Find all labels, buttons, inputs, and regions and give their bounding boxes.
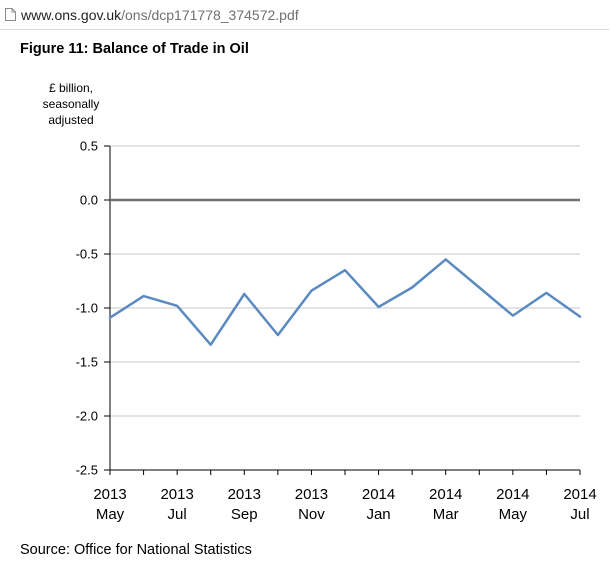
source-note: Source: Office for National Statistics xyxy=(20,542,252,558)
x-tick-label-month: Sep xyxy=(231,506,258,523)
x-tick-label-year: 2013 xyxy=(93,486,126,503)
x-tick-label-year: 2013 xyxy=(295,486,328,503)
x-tick-labels: 2013 May 2013 Jul 2013 Sep 2013 Nov 2014 Jan 2014 M… xyxy=(93,486,596,523)
y-tick-label: -1.0 xyxy=(76,301,98,316)
page-icon xyxy=(5,8,16,21)
y-tick-label: -0.5 xyxy=(76,247,98,262)
x-tick-label-year: 2014 xyxy=(496,486,529,503)
y-tick-label: 0.0 xyxy=(80,193,98,208)
url-text[interactable]: www.ons.gov.uk/ons/dcp171778_374572.pdf xyxy=(21,7,299,23)
x-tick-label-month: Jul xyxy=(570,506,589,523)
axes xyxy=(104,145,581,475)
x-tick-label-month: May xyxy=(499,506,528,523)
series xyxy=(108,258,582,346)
y-tick-label: -1.5 xyxy=(76,355,98,370)
address-bar[interactable]: www.ons.gov.uk/ons/dcp171778_374572.pdf xyxy=(0,0,609,30)
x-tick-label-month: Mar xyxy=(433,506,459,523)
figure-title: Figure 11: Balance of Trade in Oil xyxy=(20,41,249,57)
url-path: /ons/dcp171778_374572.pdf xyxy=(121,6,299,23)
y-tick-label: -2.0 xyxy=(76,409,98,424)
y-axis-label-line: adjusted xyxy=(48,113,93,127)
series-line xyxy=(108,258,582,346)
x-tick-label-year: 2014 xyxy=(563,486,596,503)
x-tick-label-year: 2013 xyxy=(160,486,193,503)
url-host: www.ons.gov.uk xyxy=(21,6,122,23)
gridlines xyxy=(110,145,580,417)
x-tick-label-month: Jul xyxy=(168,506,187,523)
y-tick-label: -2.5 xyxy=(76,463,98,478)
x-tick-label-year: 2014 xyxy=(429,486,462,503)
x-tick-label-month: Jan xyxy=(366,506,390,523)
y-axis-label-line: seasonally xyxy=(43,97,100,111)
y-tick-label: 0.5 xyxy=(80,139,98,154)
y-axis-label-line: £ billion, xyxy=(49,81,93,95)
x-tick-label-year: 2014 xyxy=(362,486,395,503)
y-tick-labels: 0.5 0.0 -0.5 -1.0 -1.5 -2.0 -2.5 xyxy=(76,139,98,478)
x-tick-label-month: May xyxy=(96,506,125,523)
x-tick-label-month: Nov xyxy=(298,506,325,523)
y-axis-label: £ billion, seasonally adjusted xyxy=(43,81,100,127)
x-tick-label-year: 2013 xyxy=(228,486,261,503)
